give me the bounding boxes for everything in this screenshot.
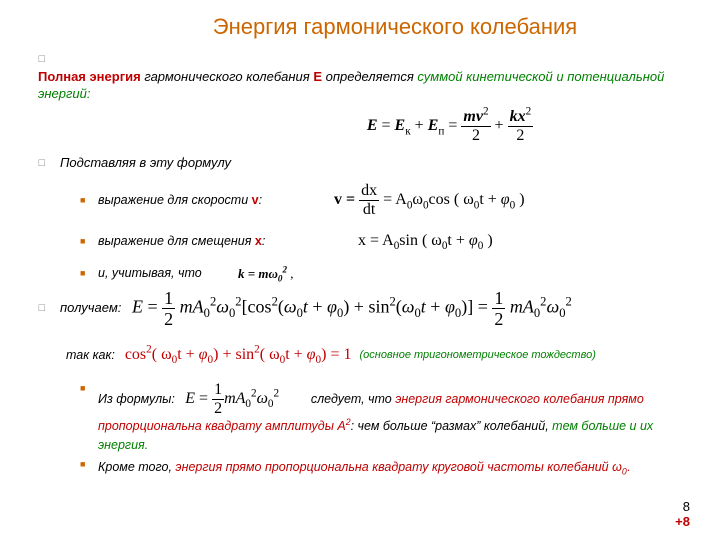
equation-energy-sum: E = Eк + Eп = mv22 + kx22 [210, 109, 690, 144]
equation-x: x = A0sin ( ω0t + φ0 ) [358, 230, 493, 252]
page-number: 8 +8 [675, 499, 690, 530]
bullet-2b: ■ выражение для смещения x: x = A0sin ( … [80, 230, 690, 252]
equation-v: v = dxdt = A0ω0cos ( ω0t + φ0 ) [334, 183, 525, 218]
bullet-icon: ■ [80, 267, 90, 280]
bullet-icon: ■ [80, 235, 90, 248]
bullet-conclusion-1: ■ Из формулы: E = 12mA02ω02 следует, что… [80, 382, 690, 455]
slide-title: Энергия гармонического колебания [100, 14, 690, 40]
bullet-2: ☐ Подставляя в эту формулу [38, 154, 690, 172]
bullet-icon: ■ [80, 194, 90, 207]
equation-k: k = mω02 , [238, 265, 294, 283]
trig-identity: так как: cos2( ω0t + φ0) + sin2( ω0t + φ… [66, 346, 690, 364]
slide: Энергия гармонического колебания ☐ Полна… [0, 0, 720, 540]
bullet-3: ☐ получаем: E = 12 mA02ω02[cos2(ω0t + φ0… [38, 289, 690, 328]
bullet-icon: ■ [80, 458, 90, 477]
equation-derivation: E = 12 mA02ω02[cos2(ω0t + φ0) + sin2(ω0t… [132, 289, 572, 328]
bullet-icon: ■ [80, 382, 90, 455]
bullet-2a: ■ выражение для скорости v: v = dxdt = A… [80, 183, 690, 218]
bullet-conclusion-2: ■ Кроме того, энергия прямо пропорционал… [80, 458, 690, 477]
bullet-icon: ☐ [38, 299, 50, 317]
bullet-icon: ☐ [38, 50, 50, 68]
bullet-icon: ☐ [38, 154, 50, 172]
bullet-2c: ■ и, учитывая, что k = mω02 , [80, 265, 690, 283]
equation-final: E = 12mA02ω02 [185, 390, 283, 407]
bullet-1: ☐ Полная энергия гармонического колебани… [38, 50, 690, 103]
